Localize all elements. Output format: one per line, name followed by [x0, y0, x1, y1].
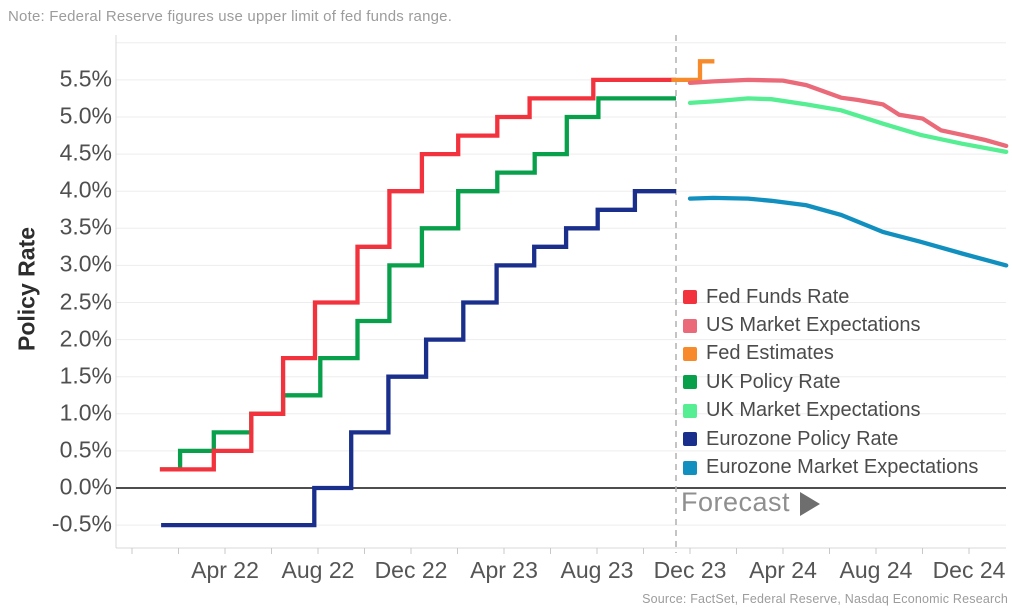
legend-label: Eurozone Market Expectations	[706, 456, 979, 479]
y-tick-label: 3.0%	[59, 250, 112, 277]
legend-item-fed-estimates: Fed Estimates	[683, 340, 978, 368]
y-tick-label: 1.0%	[59, 399, 112, 426]
legend-label: UK Policy Rate	[706, 370, 841, 393]
series-line-uk-market-expectations	[687, 96, 1009, 155]
legend-swatch-icon	[683, 346, 697, 361]
x-tick-label: Dec 23	[653, 557, 727, 583]
y-tick-label: -0.5%	[51, 510, 112, 537]
legend-item-us-market-expectations: US Market Expectations	[683, 311, 978, 339]
forecast-label: Forecast	[681, 487, 791, 517]
x-tick-label: Aug 24	[839, 557, 913, 583]
y-tick-label: 5.5%	[59, 65, 112, 92]
legend-swatch-icon	[683, 460, 697, 475]
y-tick-label: 2.0%	[59, 325, 112, 352]
legend-label: UK Market Expectations	[706, 399, 921, 422]
legend-swatch-icon	[683, 403, 697, 418]
y-tick-label: 0.0%	[59, 473, 112, 500]
chart-legend: Fed Funds Rate US Market Expectations Fed …	[683, 283, 978, 482]
x-tick-label: Aug 23	[560, 557, 634, 583]
chart-note: Note: Federal Reserve figures use upper …	[8, 8, 453, 25]
legend-item-eurozone-policy-rate: Eurozone Policy Rate	[683, 425, 978, 453]
source-credit: Source: FactSet, Federal Reserve, Nasdaq…	[642, 592, 1008, 606]
y-tick-label: 3.5%	[59, 213, 112, 240]
x-tick-label: Dec 22	[374, 557, 448, 583]
legend-swatch-icon	[683, 375, 697, 390]
x-tick-label: Apr 24	[749, 557, 817, 583]
series-line-eurozone-policy-rate	[161, 189, 676, 528]
y-axis-title: Policy Rate	[13, 227, 40, 351]
y-tick-label: 4.0%	[59, 176, 112, 203]
x-tick-label: Dec 24	[932, 557, 1006, 583]
y-tick-label: 0.5%	[59, 436, 112, 463]
y-tick-label: 2.5%	[59, 287, 112, 314]
x-tick-label: Aug 22	[281, 557, 355, 583]
legend-item-fed-funds-rate: Fed Funds Rate	[683, 283, 978, 311]
legend-label: US Market Expectations	[706, 314, 921, 337]
legend-swatch-icon	[683, 290, 697, 305]
forecast-arrow-icon	[800, 491, 821, 516]
legend-label: Fed Estimates	[706, 342, 834, 365]
legend-swatch-icon	[683, 432, 697, 447]
series-line-uk-policy-rate	[159, 96, 676, 472]
legend-item-uk-market-expectations: UK Market Expectations	[683, 397, 978, 425]
legend-label: Eurozone Policy Rate	[706, 427, 899, 450]
y-tick-label: 5.0%	[59, 102, 112, 129]
series-line-eurozone-market-expectations	[687, 195, 1009, 268]
series-line-fed-estimates	[671, 59, 715, 83]
x-tick-label: Apr 23	[470, 557, 538, 583]
y-tick-label: 1.5%	[59, 362, 112, 389]
series-line-fed-funds-rate	[159, 77, 676, 472]
y-tick-label: 4.5%	[59, 139, 112, 166]
legend-swatch-icon	[683, 318, 697, 333]
legend-label: Fed Funds Rate	[706, 285, 850, 308]
forecast-annotation: Forecast	[681, 487, 821, 518]
series-line-us-market-expectations	[687, 77, 1009, 149]
legend-item-uk-policy-rate: UK Policy Rate	[683, 368, 978, 396]
x-tick-label: Apr 22	[191, 557, 259, 583]
legend-item-eurozone-market-expectations: Eurozone Market Expectations	[683, 453, 978, 481]
